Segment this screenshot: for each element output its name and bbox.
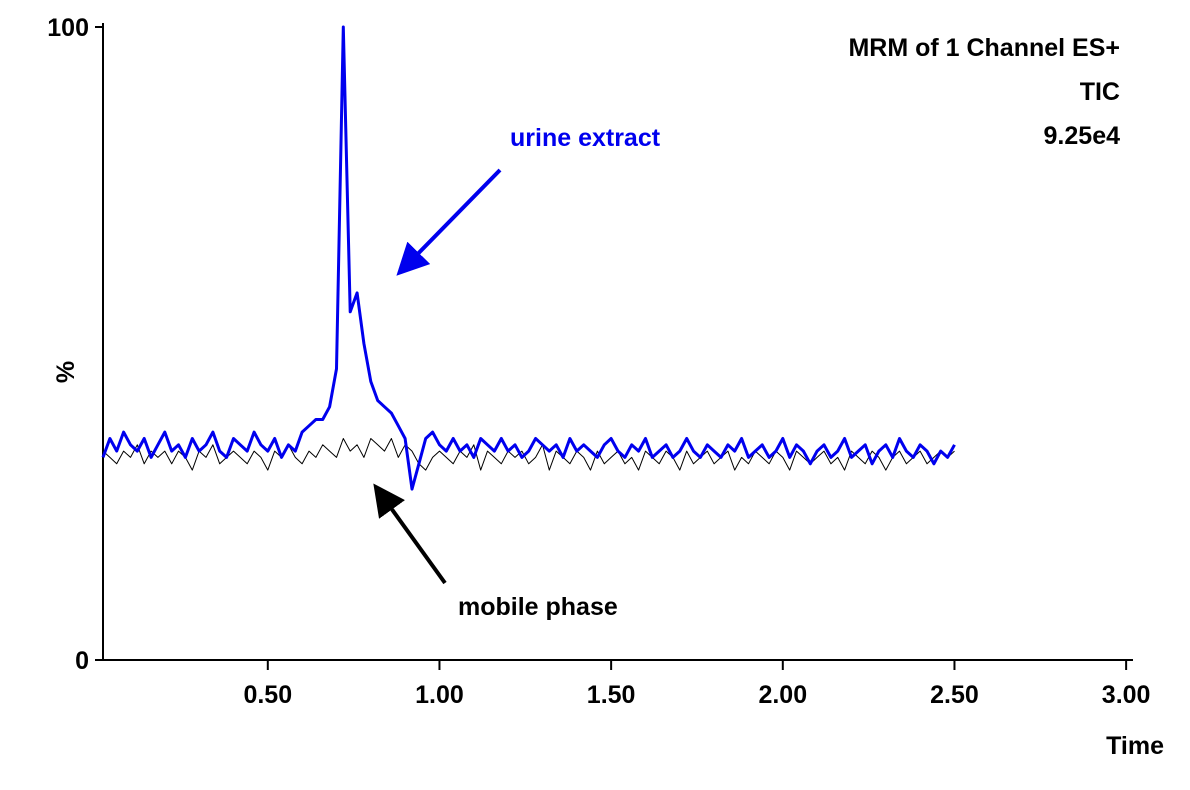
series-label: mobile phase: [458, 593, 618, 621]
arrow: [396, 168, 502, 276]
x-tick-label: 2.00: [758, 681, 807, 709]
chart-title: TIC: [1080, 78, 1120, 106]
y-tick-label: 100: [47, 14, 89, 42]
y-tick-label: 0: [75, 647, 89, 675]
series-label: urine extract: [510, 124, 661, 152]
data-line: [101, 25, 956, 491]
arrow: [373, 483, 447, 585]
x-tick-label: 1.50: [587, 681, 636, 709]
chart-title: MRM of 1 Channel ES+: [848, 34, 1120, 62]
x-tick-label: 2.50: [930, 681, 979, 709]
chart-title: 9.25e4: [1044, 122, 1121, 150]
y-axis-label: %: [52, 361, 80, 383]
x-tick-label: 1.00: [415, 681, 464, 709]
x-tick-label: 3.00: [1102, 681, 1151, 709]
x-tick-label: 0.50: [243, 681, 292, 709]
x-axis-label: Time: [1106, 732, 1164, 760]
